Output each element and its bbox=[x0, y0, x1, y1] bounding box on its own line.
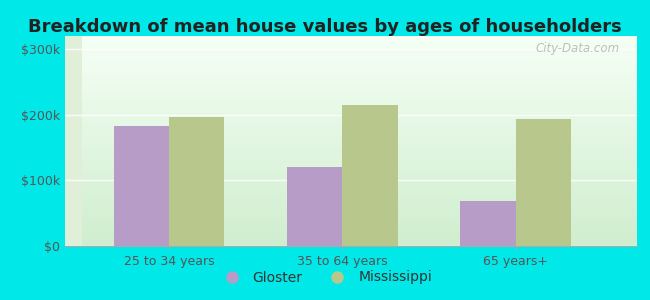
Bar bbox=[460, 201, 515, 246]
Bar bbox=[169, 117, 224, 246]
Bar bbox=[114, 126, 169, 246]
Bar bbox=[343, 105, 398, 246]
Text: Breakdown of mean house values by ages of householders: Breakdown of mean house values by ages o… bbox=[28, 18, 622, 36]
Bar bbox=[287, 167, 343, 246]
Legend: Gloster, Mississippi: Gloster, Mississippi bbox=[213, 265, 437, 290]
Bar bbox=[515, 119, 571, 246]
Text: City-Data.com: City-Data.com bbox=[536, 42, 620, 55]
